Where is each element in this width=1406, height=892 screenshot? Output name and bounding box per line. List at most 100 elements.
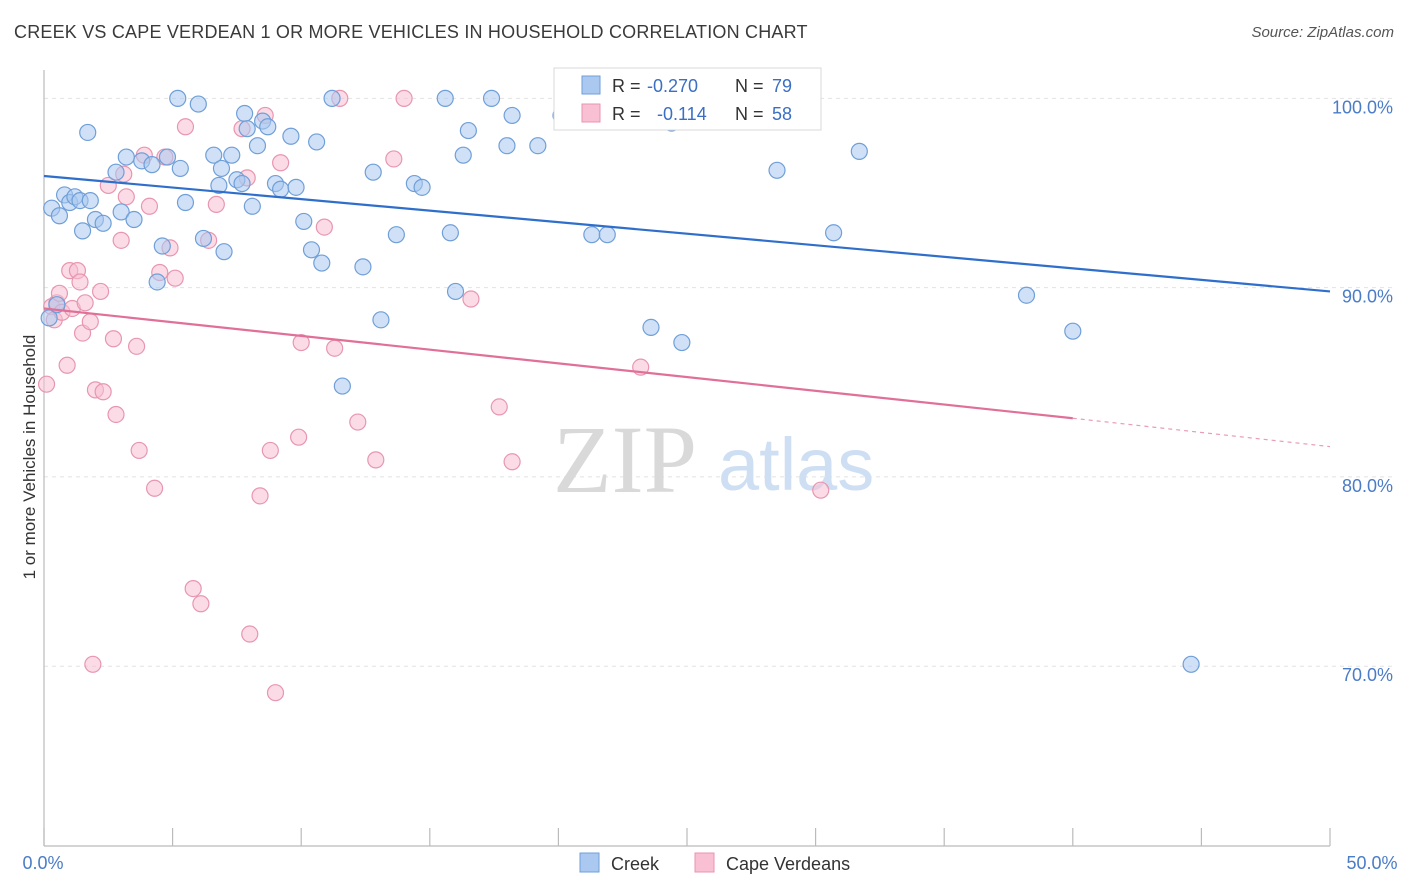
- y-tick-labels: 70.0% 80.0% 90.0% 100.0%: [1332, 97, 1393, 685]
- cape-verdeans-point-44: [266, 684, 285, 702]
- legend-cape-r-value: -0.114: [657, 104, 707, 124]
- cape-verdeans-point-10: [71, 273, 89, 291]
- cape-verdeans-point-32: [166, 269, 184, 287]
- chart-title: CREEK VS CAPE VERDEAN 1 OR MORE VEHICLES…: [14, 22, 808, 42]
- creek-point-15: [143, 156, 161, 174]
- cape-verdeans-point-21: [112, 231, 130, 249]
- creek-point-46: [333, 377, 351, 395]
- creek-point-45: [323, 89, 341, 107]
- creek-point-25: [210, 176, 228, 195]
- creek-point-10: [107, 163, 125, 181]
- creek-point-43: [308, 133, 326, 151]
- creek-point-26: [212, 159, 231, 178]
- creek-point-12: [117, 148, 135, 166]
- legend-cape-swatch: [581, 103, 601, 123]
- legend-creek-n-label: N =: [735, 76, 764, 96]
- chart-source: Source: ZipAtlas.com: [1251, 24, 1394, 41]
- legend-cape-n-value: 58: [772, 104, 792, 124]
- creek-point-42: [302, 241, 321, 259]
- cape-verdeans-point-40: [241, 625, 259, 643]
- creek-trend-line: [43, 174, 1331, 293]
- cape-verdeans-point-6: [58, 356, 76, 374]
- cape-verdeans-trend-line: [43, 307, 1073, 420]
- cape-verdeans-point-49: [326, 339, 344, 357]
- creek-point-48: [364, 163, 382, 181]
- creek-point-23: [194, 229, 213, 248]
- cape-verdeans-point-19: [104, 330, 123, 348]
- legend-bottom-cape-label: Cape Verdeans: [726, 854, 850, 874]
- creek-point-60: [503, 106, 521, 125]
- creek-point-38: [272, 180, 290, 198]
- cape-verdeans-point-17: [94, 383, 112, 401]
- cape-verdeans-point-54: [395, 89, 413, 107]
- creek-point-9: [94, 214, 112, 232]
- x-ticks: [43, 828, 1331, 846]
- cape-verdeans-point-25: [130, 441, 148, 460]
- legend-creek-r-value: -0.270: [647, 76, 698, 96]
- cape-verdeans-point-0: [37, 375, 56, 393]
- creek-point-32: [238, 120, 256, 138]
- creek-point-70: [768, 161, 786, 179]
- creek-point-53: [436, 89, 454, 107]
- cape-verdeans-point-34: [184, 579, 202, 598]
- creek-point-24: [205, 146, 223, 164]
- cape-verdeans-point-59: [812, 481, 830, 499]
- creek-point-56: [454, 146, 472, 164]
- creek-point-33: [243, 197, 261, 215]
- legend-creek-n-value: 79: [772, 76, 792, 96]
- creek-point-47: [354, 258, 372, 276]
- cape-verdeans-point-13: [81, 313, 99, 331]
- cape-verdeans-point-47: [292, 333, 310, 352]
- creek-point-64: [598, 226, 616, 244]
- legend-creek-r-label: R =: [612, 76, 641, 96]
- creek-point-54: [441, 224, 459, 242]
- creek-point-18: [158, 148, 177, 166]
- creek-point-41: [295, 212, 313, 231]
- creek-point-30: [233, 174, 251, 193]
- creek-point-20: [171, 159, 189, 178]
- creek-point-1: [50, 207, 69, 225]
- creek-point-49: [372, 311, 390, 329]
- cape-verdeans-point-16: [91, 282, 110, 301]
- cape-verdeans-trend-extension: [1072, 417, 1331, 448]
- creek-point-55: [446, 282, 465, 301]
- creek-point-22: [189, 95, 207, 113]
- cape-verdeans-point-37: [207, 195, 225, 213]
- cape-verdeans-point-52: [367, 451, 385, 469]
- legend-cape-r-label: R =: [612, 104, 641, 124]
- creek-point-58: [482, 89, 501, 107]
- creek-points: [40, 89, 1200, 673]
- cape-verdeans-point-56: [490, 398, 508, 416]
- cape-verdeans-point-45: [272, 154, 290, 172]
- creek-point-73: [1017, 286, 1036, 304]
- y-tick-label-80: 80.0%: [1342, 476, 1393, 496]
- creek-point-40: [287, 178, 305, 196]
- cape-verdeans-point-53: [385, 150, 403, 168]
- cape-verdeans-point-12: [76, 294, 94, 312]
- cape-verdeans-point-43: [261, 441, 279, 460]
- cape-verdeans-point-41: [251, 487, 269, 505]
- creek-point-71: [825, 224, 843, 242]
- legend-bottom-cape-swatch: [694, 852, 715, 873]
- y-tick-label-100: 100.0%: [1332, 97, 1393, 117]
- creek-point-7: [81, 191, 99, 210]
- creek-point-34: [248, 137, 267, 155]
- y-axis-label: 1 or more Vehicles in Household: [20, 335, 39, 580]
- creek-point-39: [282, 127, 300, 145]
- cape-verdeans-point-23: [117, 188, 135, 206]
- creek-point-68: [673, 333, 691, 352]
- cape-verdeans-point-20: [107, 405, 125, 424]
- cape-verdeans-point-46: [290, 428, 308, 446]
- creek-point-74: [1064, 322, 1082, 340]
- creek-point-6: [73, 222, 92, 240]
- watermark-zip: ZIP: [553, 406, 697, 513]
- creek-point-31: [236, 104, 254, 123]
- cape-verdeans-point-24: [127, 337, 146, 355]
- creek-point-11: [112, 203, 130, 221]
- trend-lines: [43, 174, 1331, 448]
- creek-point-72: [850, 142, 868, 160]
- legend-top: R = -0.270 N = 79 R = -0.114 N = 58: [553, 67, 822, 131]
- x-tick-label-min: 0.0%: [22, 853, 63, 873]
- legend-bottom: Creek Cape Verdeans: [579, 852, 850, 874]
